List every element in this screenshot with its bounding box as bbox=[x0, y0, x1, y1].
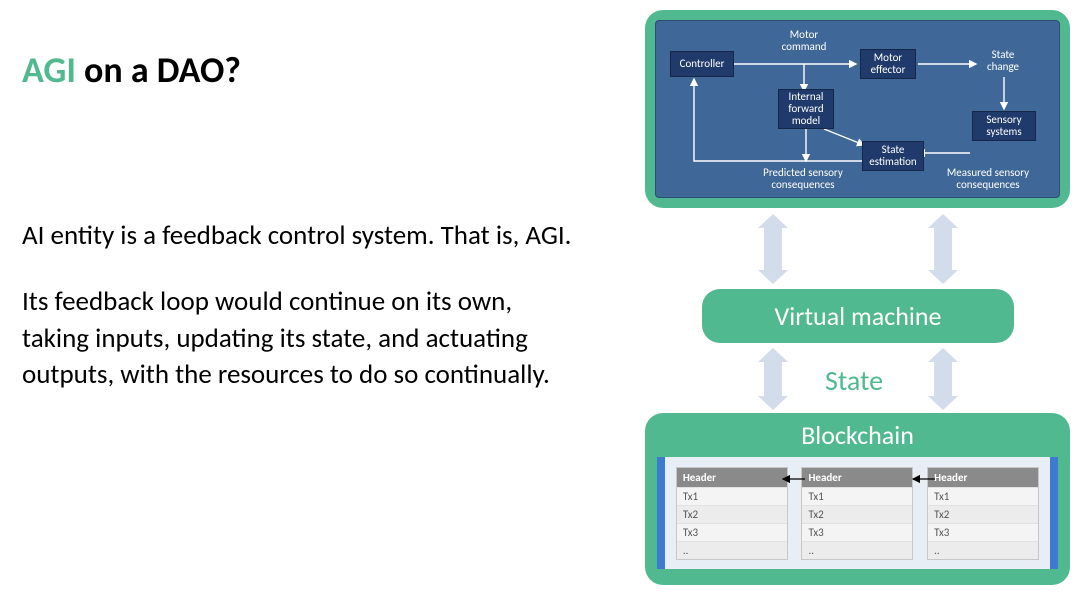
node-state-estimation: State estimation bbox=[862, 141, 924, 171]
control-system-panel: Controller Motor command Motor effector … bbox=[645, 10, 1070, 208]
body-text: AI entity is a feedback control system. … bbox=[22, 218, 582, 424]
double-arrow-icon bbox=[758, 348, 788, 410]
body-paragraph-1: AI entity is a feedback control system. … bbox=[22, 218, 582, 254]
double-arrow-icon bbox=[928, 214, 958, 284]
title-accent: AGI bbox=[22, 48, 76, 92]
label-measured: Measured sensory consequences bbox=[928, 167, 1048, 191]
state-label: State bbox=[825, 363, 883, 398]
blockchain-title: Blockchain bbox=[645, 419, 1070, 451]
node-controller: Controller bbox=[670, 51, 734, 77]
node-internal-model: Internal forward model bbox=[778, 89, 834, 129]
slide-title: AGI on a DAO? bbox=[22, 48, 241, 92]
double-arrow-icon bbox=[928, 348, 958, 410]
node-sensory-systems: Sensory systems bbox=[972, 111, 1036, 141]
double-arrow-icon bbox=[758, 214, 788, 284]
blockchain-inner: Header Tx1 Tx2 Tx3 .. Header Tx1 Tx2 Tx3… bbox=[657, 457, 1058, 569]
control-system-diagram: Controller Motor command Motor effector … bbox=[655, 20, 1060, 198]
block-link-arrows bbox=[665, 457, 1050, 569]
label-predicted: Predicted sensory consequences bbox=[748, 167, 858, 191]
virtual-machine-panel: Virtual machine bbox=[702, 289, 1014, 343]
blockchain-panel: Blockchain Header Tx1 Tx2 Tx3 .. Header … bbox=[645, 413, 1070, 585]
body-paragraph-2: Its feedback loop would continue on its … bbox=[22, 284, 582, 393]
label-state-change: State change bbox=[978, 49, 1028, 73]
title-rest: on a DAO? bbox=[76, 48, 241, 92]
label-motor-command: Motor command bbox=[772, 29, 836, 53]
virtual-machine-label: Virtual machine bbox=[775, 300, 942, 332]
node-motor-effector: Motor effector bbox=[860, 49, 916, 79]
